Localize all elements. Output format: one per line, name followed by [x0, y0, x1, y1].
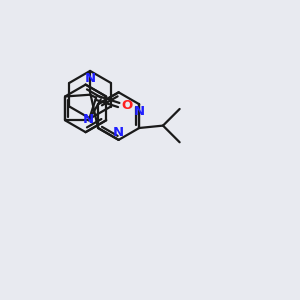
- Text: N: N: [85, 72, 96, 85]
- Text: N: N: [113, 126, 124, 139]
- Text: N: N: [83, 113, 94, 126]
- Text: O: O: [122, 98, 133, 112]
- Text: N: N: [134, 105, 145, 118]
